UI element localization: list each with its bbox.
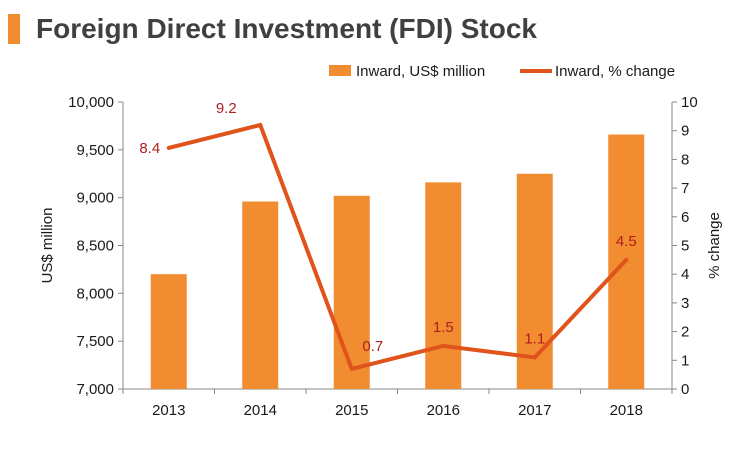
x-tick-label: 2018 — [610, 402, 643, 419]
left-tick-label: 7,000 — [76, 381, 114, 398]
left-tick-label: 7,500 — [76, 333, 114, 350]
left-tick-label: 9,500 — [76, 142, 114, 159]
bar-2016 — [425, 182, 462, 389]
legend-label-line: Inward, % change — [555, 63, 675, 80]
x-tick-label: 2017 — [518, 402, 551, 419]
data-label: 8.4 — [139, 140, 160, 157]
legend-swatch-bar — [329, 65, 351, 76]
right-tick-label: 9 — [681, 123, 689, 140]
chart-title: Foreign Direct Investment (FDI) Stock — [36, 13, 537, 44]
title-accent-bar — [8, 14, 20, 44]
left-tick-label: 9,000 — [76, 190, 114, 207]
data-label: 1.1 — [524, 330, 545, 347]
x-tick-label: 2015 — [335, 402, 368, 419]
left-tick-label: 10,000 — [68, 94, 114, 111]
bar-2017 — [516, 173, 553, 389]
legend-label-bar: Inward, US$ million — [356, 63, 485, 80]
bar-2015 — [333, 195, 370, 389]
x-tick-label: 2013 — [152, 402, 185, 419]
pct-change-point — [166, 145, 171, 150]
right-tick-label: 1 — [681, 352, 689, 369]
pct-change-point — [624, 257, 629, 262]
right-axis-title: % change — [706, 212, 723, 279]
right-tick-label: 10 — [681, 94, 698, 111]
right-tick-label: 8 — [681, 151, 689, 168]
bar-2014 — [242, 201, 279, 389]
data-label: 1.5 — [433, 319, 454, 336]
x-tick-label: 2014 — [244, 402, 277, 419]
left-axis-title: US$ million — [39, 208, 56, 284]
right-tick-label: 0 — [681, 381, 689, 398]
right-tick-label: 3 — [681, 295, 689, 312]
bar-2013 — [150, 274, 187, 389]
right-tick-label: 4 — [681, 266, 689, 283]
right-tick-label: 6 — [681, 209, 689, 226]
right-tick-label: 7 — [681, 180, 689, 197]
data-label: 4.5 — [616, 233, 637, 250]
right-tick-label: 5 — [681, 238, 689, 255]
left-tick-label: 8,000 — [76, 285, 114, 302]
data-label: 9.2 — [216, 100, 237, 117]
pct-change-point — [258, 122, 263, 127]
right-tick-label: 2 — [681, 324, 689, 341]
pct-change-point — [441, 343, 446, 348]
pct-change-point — [349, 366, 354, 371]
left-tick-label: 8,500 — [76, 238, 114, 255]
data-label: 0.7 — [362, 338, 383, 355]
pct-change-line — [168, 122, 628, 371]
x-tick-label: 2016 — [427, 402, 460, 419]
pct-change-point — [532, 355, 537, 360]
